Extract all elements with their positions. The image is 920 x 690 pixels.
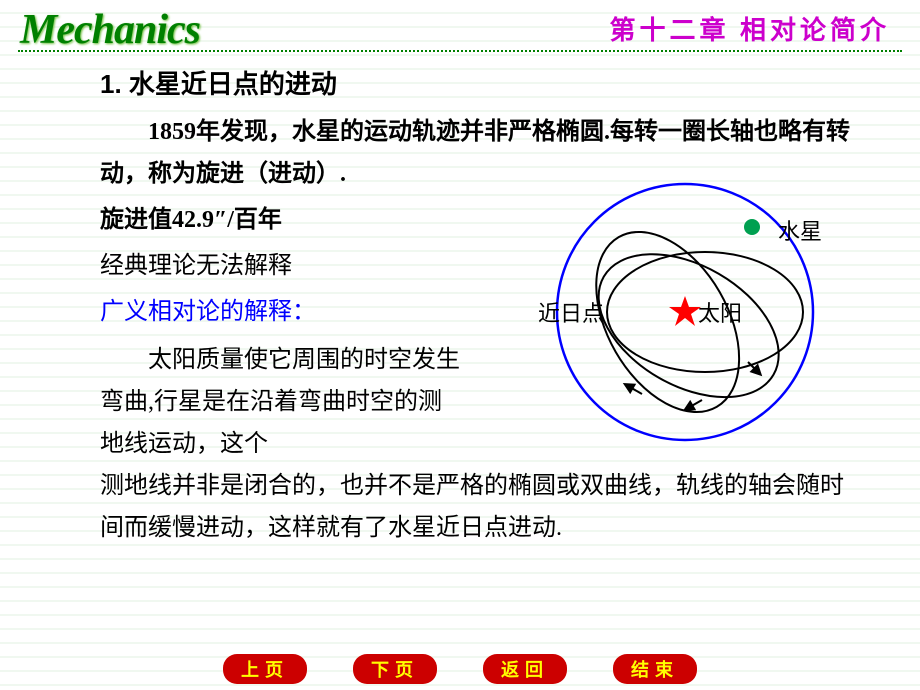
gr-explain-part-b: 测地线并非是闭合的，也并不是严格的椭圆或双曲线，轨线的轴会随时间而缓慢进动，这样… (100, 465, 850, 549)
left-text-column: 太阳质量使它周围的时空发生弯曲,行星是在沿着弯曲时空的测地线运动，这个 (100, 339, 460, 465)
header-bar: Mechanics 第十二章 相对论简介 (0, 0, 920, 50)
orbit-arrow-3 (628, 386, 642, 394)
page-content: Mechanics 第十二章 相对论简介 1. 水星近日点的进动 1859年发现… (0, 0, 920, 549)
back-button[interactable]: 返回 (483, 654, 567, 684)
orbit-arrow-2 (688, 400, 702, 408)
footer-nav: 上页 下页 返回 结束 (0, 654, 920, 684)
mercury-dot (744, 219, 760, 235)
mercury-orbit-diagram: 水星 近日点 太阳 (520, 172, 850, 452)
sun-label: 太阳 (698, 296, 742, 328)
perihelion-label: 近日点 (538, 296, 604, 328)
section-title: 1. 水星近日点的进动 (100, 64, 850, 101)
logo-text: Mechanics (20, 6, 200, 54)
sun-icon (669, 296, 701, 326)
chapter-title: 第十二章 相对论简介 (609, 10, 890, 47)
prev-button[interactable]: 上页 (223, 654, 307, 684)
mercury-label: 水星 (778, 214, 822, 246)
gr-explain-part-a: 太阳质量使它周围的时空发生弯曲,行星是在沿着弯曲时空的测地线运动，这个 (100, 339, 460, 465)
main-body: 1. 水星近日点的进动 1859年发现，水星的运动轨迹并非严格椭圆.每转一圈长轴… (0, 52, 920, 549)
end-button[interactable]: 结束 (613, 654, 697, 684)
next-button[interactable]: 下页 (353, 654, 437, 684)
